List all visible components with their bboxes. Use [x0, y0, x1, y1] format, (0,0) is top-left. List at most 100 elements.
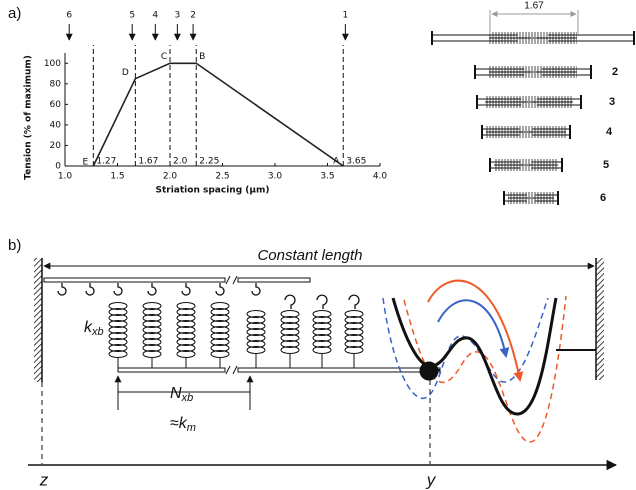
break-mark — [225, 365, 238, 375]
coil — [142, 326, 162, 334]
x-tick-label: 2.0 — [163, 172, 178, 182]
coil — [210, 308, 230, 316]
coil — [312, 334, 332, 342]
hook — [147, 283, 157, 296]
spacing-label: 3.65 — [346, 157, 366, 167]
coil — [312, 316, 332, 324]
y-axis-label: Tension (% of maximum) — [24, 55, 34, 180]
thick-filament — [237, 367, 441, 373]
tension-curve — [92, 62, 344, 167]
x-tick-label: 3.5 — [320, 172, 334, 182]
sarcomere-label: 5 — [603, 159, 609, 171]
coil — [344, 316, 364, 324]
spacing-label: 1.67 — [138, 157, 158, 167]
coil — [210, 338, 230, 346]
y-tick-label: 80 — [50, 79, 62, 89]
coil — [176, 320, 196, 328]
coil — [210, 332, 230, 340]
coil — [108, 332, 128, 340]
coil — [246, 322, 266, 330]
spacing-label: 2.25 — [199, 157, 219, 167]
hook — [181, 283, 191, 296]
coil — [344, 328, 364, 336]
x-tick-label: 2.5 — [215, 172, 229, 182]
hook — [215, 283, 225, 296]
sarcomere-label: 2 — [612, 66, 618, 78]
km-label: ≈km — [170, 415, 196, 434]
point-label: D — [122, 68, 129, 78]
coil — [246, 310, 266, 318]
kxb-label: kxb — [84, 319, 104, 338]
coil — [312, 310, 332, 318]
coil — [246, 328, 266, 336]
sarcomere-label: 6 — [600, 192, 606, 204]
y-tick-label: 20 — [50, 141, 62, 151]
panel-label: b) — [8, 237, 21, 254]
break-mark — [225, 275, 238, 285]
y-tick-label: 0 — [55, 162, 61, 172]
coil — [142, 344, 162, 352]
sarcomere-label: 4 — [606, 126, 613, 138]
arrow-label: 1 — [342, 11, 348, 21]
constant-length-label: Constant length — [257, 247, 362, 264]
nxb-label: Nxb — [170, 385, 193, 404]
thick-filament — [117, 367, 226, 373]
point-label: A — [333, 157, 340, 167]
point-label: C — [161, 52, 167, 62]
span-label: 1.67 — [524, 1, 544, 12]
right-wall — [596, 258, 604, 380]
coil — [108, 314, 128, 322]
panel-label: a) — [8, 5, 21, 22]
x-axis-label: Striation spacing (μm) — [156, 186, 270, 196]
springs — [57, 283, 364, 368]
coil — [142, 308, 162, 316]
coil — [108, 338, 128, 346]
x-tick-label: 1.5 — [110, 172, 124, 182]
coil — [176, 338, 196, 346]
coil — [312, 322, 332, 330]
tension-chart: 0 20 40 60 80 100 1.0 1.5 2.0 2.5 3.0 3.5 4.0 Striati… — [24, 11, 388, 196]
coil — [142, 302, 162, 310]
thin-filament — [237, 277, 311, 283]
free-hook — [284, 294, 296, 309]
coil — [344, 334, 364, 342]
coil — [280, 322, 300, 330]
hook — [57, 283, 67, 296]
x-tick-label: 3.0 — [268, 172, 283, 182]
coil — [246, 340, 266, 348]
coil — [312, 340, 332, 348]
coil — [280, 340, 300, 348]
coil — [108, 308, 128, 316]
coil — [176, 332, 196, 340]
coil — [280, 334, 300, 342]
thin-filament — [43, 277, 226, 283]
x-tick-label: 4.0 — [373, 172, 388, 182]
symbol: N — [170, 385, 182, 402]
coil — [142, 320, 162, 328]
hook — [85, 283, 95, 296]
transition-arrow — [437, 299, 510, 358]
x-tick-label: 1.0 — [58, 172, 73, 182]
coil — [176, 344, 196, 352]
coil — [210, 314, 230, 322]
spacing-label: 2.0 — [173, 157, 188, 167]
y-tick-label: 40 — [50, 120, 62, 130]
coil — [108, 302, 128, 310]
coil — [344, 340, 364, 348]
coil — [312, 328, 332, 336]
arrow-label: 3 — [174, 11, 180, 21]
crossbridge-diagram — [28, 258, 618, 471]
arrow-label: 6 — [66, 11, 72, 21]
subscript: xb — [91, 326, 104, 338]
coil — [280, 310, 300, 318]
arrow-label: 2 — [190, 11, 196, 21]
hook — [251, 283, 261, 296]
prefix: ≈ — [170, 415, 179, 432]
coil — [210, 320, 230, 328]
y-tick-label: 100 — [44, 59, 61, 69]
coil — [176, 326, 196, 334]
coil — [142, 338, 162, 346]
coil — [142, 332, 162, 340]
z-label: z — [39, 470, 49, 489]
